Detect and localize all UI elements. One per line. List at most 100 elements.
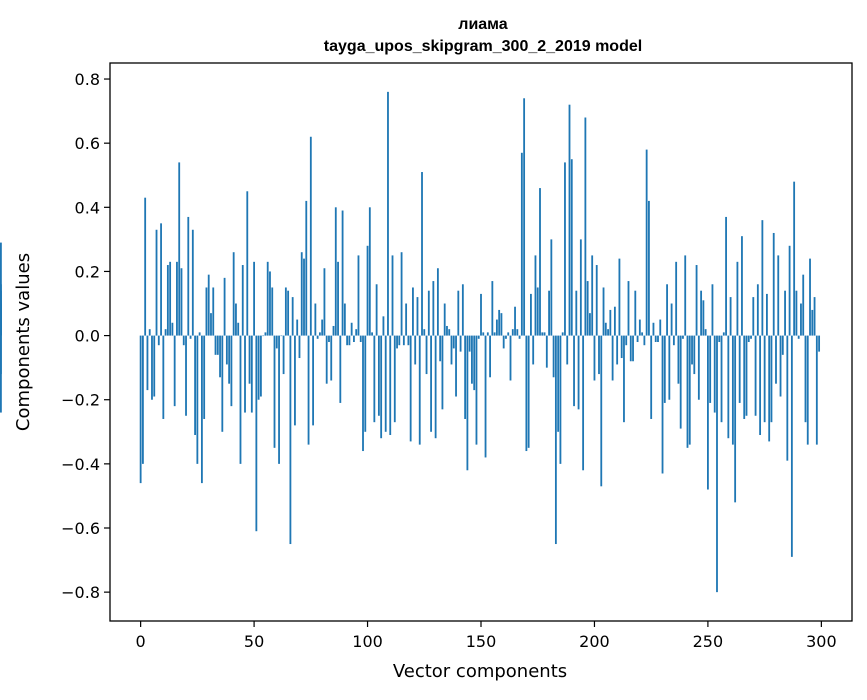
bar [343,303,346,336]
bar [564,162,566,336]
bar [210,313,212,336]
bar [330,335,333,381]
bar [157,335,160,346]
y-tick-label: 0.8 [75,70,100,89]
bar [432,281,435,336]
bar [697,335,700,400]
bar [768,335,771,442]
bar [530,293,532,336]
bar [691,335,693,365]
bar [153,335,156,397]
bar [584,117,587,336]
bar [407,335,410,346]
bar [718,335,721,342]
bar [185,335,187,416]
bar [593,335,596,381]
y-axis-ticks: −0.8 −0.6 −0.4 −0.2 0.0 0.2 0.4 0.6 0.8 [61,70,110,602]
bar [670,303,673,336]
bar [312,335,314,426]
bar [471,335,473,384]
bar [171,322,174,336]
bar [384,335,387,432]
bar [418,335,421,445]
x-tick-label: 50 [244,632,264,651]
x-tick-label: 300 [806,632,837,651]
bar [743,335,746,419]
bar [625,335,628,346]
bar [595,265,598,336]
bar [700,290,703,336]
bar [237,322,240,336]
bar [291,297,294,336]
bar [552,335,555,378]
bar [659,319,662,336]
bar [182,335,185,346]
bar [779,335,782,397]
x-axis-ticks: 0 50 100 150 200 250 300 [136,621,837,651]
bar [389,335,392,435]
bar [638,319,641,336]
bar [371,332,373,336]
bar [738,335,741,403]
bar [511,329,514,336]
bar [663,335,666,403]
bar [766,293,768,336]
bar [212,287,215,336]
bar [203,335,206,419]
bar [289,335,292,545]
bar [475,335,478,445]
bar [232,252,235,336]
bar [666,284,668,336]
bar [278,335,280,464]
bar [250,335,253,413]
bar [0,242,2,336]
bar [244,335,246,413]
bar [818,335,821,352]
bar [505,335,507,339]
bar [427,290,430,336]
bar [357,255,360,336]
x-tick-label: 250 [693,632,724,651]
bar [455,335,457,397]
bar [421,172,423,336]
bar [720,335,723,423]
bar [205,287,208,336]
bar [641,332,644,336]
bar [815,335,818,445]
bar [752,297,755,336]
bar [695,265,698,336]
bar [645,149,648,336]
bar [623,335,625,423]
bar [477,335,480,339]
bar [725,216,727,336]
bar [350,322,353,336]
bar [731,335,734,445]
bar [166,265,169,336]
bar [632,335,634,362]
bar [248,335,251,384]
bar [219,335,221,378]
bar [235,303,237,336]
bar [375,284,378,336]
bar [139,335,142,484]
bar [620,335,623,359]
bar [813,297,816,336]
bar [480,293,482,336]
bar [366,245,369,336]
bar [346,335,349,346]
bar [275,335,278,349]
bar [570,159,573,336]
bar [734,335,737,503]
bar [162,335,165,419]
bars-group [0,91,821,593]
bar [806,335,809,445]
bar [436,268,439,336]
bar [802,274,805,336]
bar [484,335,487,458]
bar [602,287,605,336]
bar [657,335,659,342]
bar [573,335,575,407]
bar [255,335,258,532]
bar [763,335,766,423]
